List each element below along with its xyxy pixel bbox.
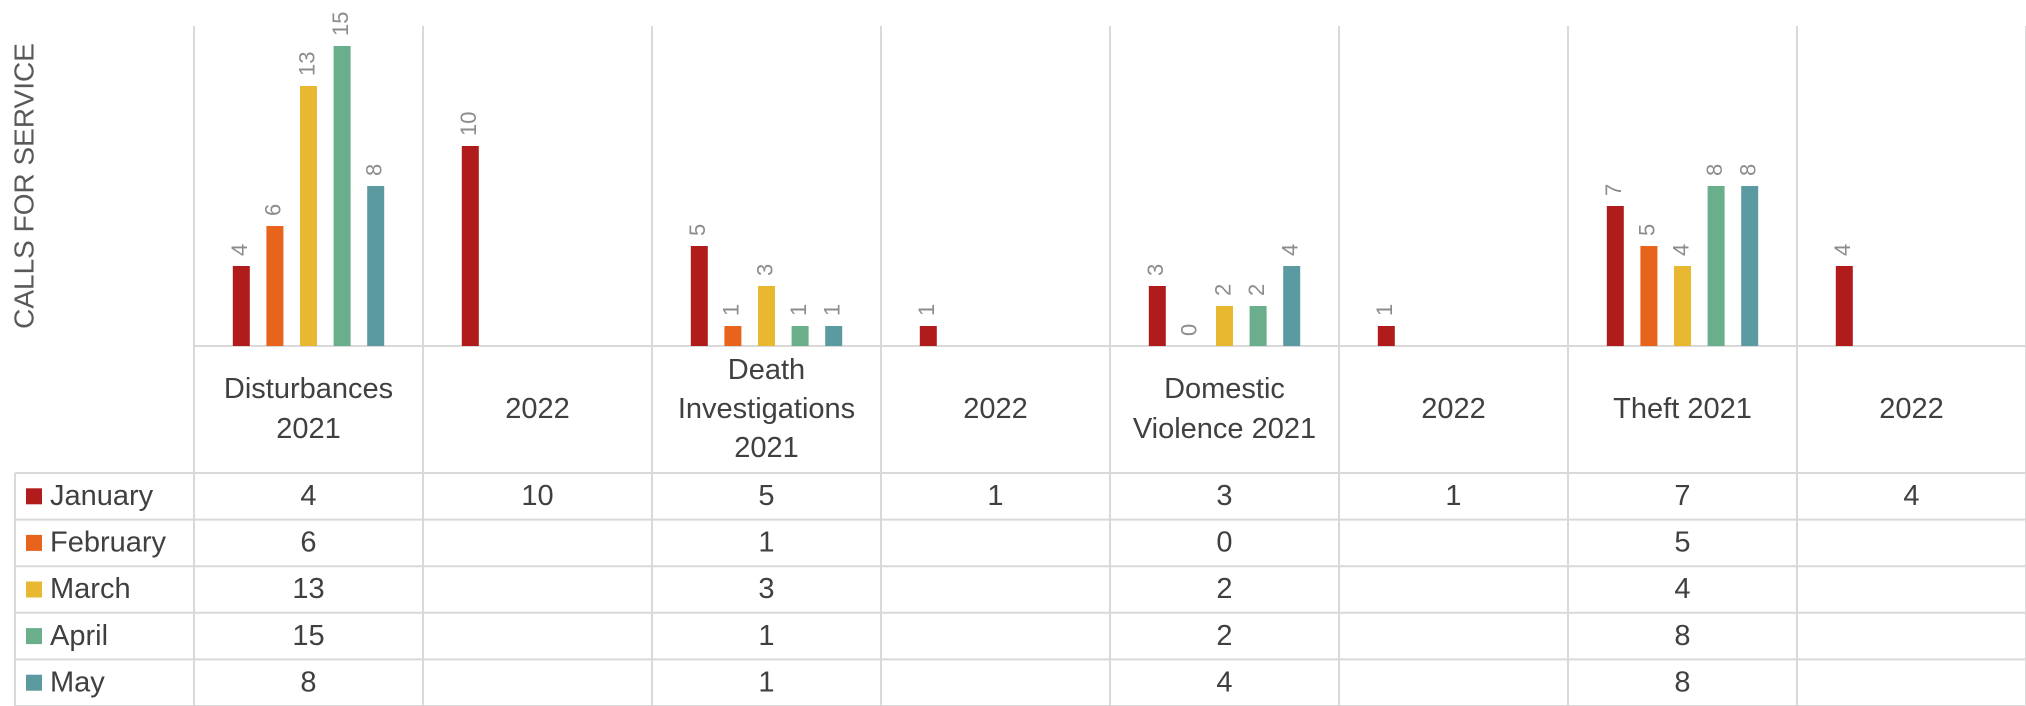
table-cell: 5 bbox=[1674, 527, 1690, 559]
y-axis-label: CALLS FOR SERVICE bbox=[8, 43, 39, 329]
data-label: 1 bbox=[820, 304, 845, 316]
bar bbox=[1640, 246, 1658, 346]
data-label: 8 bbox=[362, 164, 387, 176]
legend-label: January bbox=[50, 480, 154, 512]
bar bbox=[919, 326, 937, 346]
bar bbox=[1674, 266, 1691, 346]
bar bbox=[333, 46, 351, 346]
legend-label: April bbox=[50, 620, 108, 652]
table-cell: 1 bbox=[1445, 480, 1461, 512]
table-cell: 4 bbox=[1674, 573, 1690, 605]
bar bbox=[1216, 306, 1233, 346]
legend-key bbox=[26, 628, 42, 645]
data-label: 1 bbox=[914, 304, 939, 316]
table-cell: 2 bbox=[1216, 620, 1232, 652]
x-tick-label: Domestic Violence 2021 bbox=[1132, 373, 1317, 445]
bar bbox=[461, 146, 479, 346]
x-tick-label: Death Investigations 2021 bbox=[677, 353, 856, 465]
x-tick-label: 2022 bbox=[963, 392, 1028, 425]
x-tick-label: Disturbances 2021 bbox=[223, 373, 394, 445]
bar bbox=[232, 266, 250, 346]
table-cell: 0 bbox=[1216, 527, 1232, 559]
bar bbox=[690, 246, 708, 346]
table-cell: 5 bbox=[758, 480, 774, 512]
data-label: 10 bbox=[456, 112, 481, 136]
data-label: 4 bbox=[1278, 244, 1303, 256]
data-label: 6 bbox=[261, 204, 286, 216]
data-label: 15 bbox=[328, 12, 353, 36]
data-label: 2 bbox=[1210, 284, 1235, 296]
table-cell: 10 bbox=[521, 480, 553, 512]
table-cell: 1 bbox=[987, 480, 1003, 512]
data-label: 4 bbox=[1830, 244, 1855, 256]
x-tick-label: 2022 bbox=[1879, 392, 1944, 425]
table-cell: 6 bbox=[300, 527, 316, 559]
data-label: 4 bbox=[227, 244, 252, 256]
legend-key bbox=[26, 674, 42, 691]
table-cell: 1 bbox=[758, 527, 774, 559]
x-tick-label: Theft 2021 bbox=[1613, 392, 1752, 425]
table-cell: 3 bbox=[758, 573, 774, 605]
table-cell: 4 bbox=[1903, 480, 1919, 512]
bar bbox=[1283, 266, 1301, 346]
legend-key bbox=[26, 534, 42, 551]
bar bbox=[1707, 186, 1725, 346]
bar bbox=[758, 286, 775, 346]
table-cell: 8 bbox=[1674, 666, 1690, 698]
table-cell: 1 bbox=[758, 666, 774, 698]
legend-key bbox=[26, 488, 42, 505]
legend-label: May bbox=[50, 666, 105, 698]
table-cell: 13 bbox=[292, 573, 324, 605]
data-label: 3 bbox=[752, 264, 777, 276]
data-label: 1 bbox=[786, 304, 811, 316]
data-label: 13 bbox=[294, 52, 319, 76]
bar bbox=[724, 326, 742, 346]
data-label: 1 bbox=[719, 304, 744, 316]
data-label: 3 bbox=[1143, 264, 1168, 276]
data-label: 8 bbox=[1736, 164, 1761, 176]
x-tick-label: 2022 bbox=[505, 392, 570, 425]
bar bbox=[1741, 186, 1759, 346]
table-cell: 3 bbox=[1216, 480, 1232, 512]
legend-label: February bbox=[50, 527, 167, 559]
table-cell: 4 bbox=[1216, 666, 1232, 698]
data-label: 8 bbox=[1702, 164, 1727, 176]
data-label: 7 bbox=[1601, 184, 1626, 196]
table-cell: 8 bbox=[300, 666, 316, 698]
table-cell: 2 bbox=[1216, 573, 1232, 605]
data-label: 4 bbox=[1668, 244, 1693, 256]
bar bbox=[1606, 206, 1624, 346]
bar bbox=[1148, 286, 1166, 346]
bar bbox=[1835, 266, 1853, 346]
bar bbox=[367, 186, 385, 346]
bar bbox=[791, 326, 809, 346]
data-label: 2 bbox=[1244, 284, 1269, 296]
table-cell: 1 bbox=[758, 620, 774, 652]
legend-key bbox=[26, 581, 42, 598]
bar bbox=[300, 86, 317, 346]
data-label: 5 bbox=[685, 224, 710, 236]
table-cell: 7 bbox=[1674, 480, 1690, 512]
data-label: 1 bbox=[1372, 304, 1397, 316]
table-cell: 4 bbox=[300, 480, 316, 512]
bar bbox=[825, 326, 843, 346]
data-label: 5 bbox=[1635, 224, 1660, 236]
x-tick-label: 2022 bbox=[1421, 392, 1486, 425]
table-cell: 15 bbox=[292, 620, 324, 652]
table-cell: 8 bbox=[1674, 620, 1690, 652]
bar bbox=[1377, 326, 1395, 346]
data-label: 0 bbox=[1177, 324, 1202, 336]
bar bbox=[266, 226, 284, 346]
legend-label: March bbox=[50, 573, 131, 605]
bar bbox=[1249, 306, 1267, 346]
